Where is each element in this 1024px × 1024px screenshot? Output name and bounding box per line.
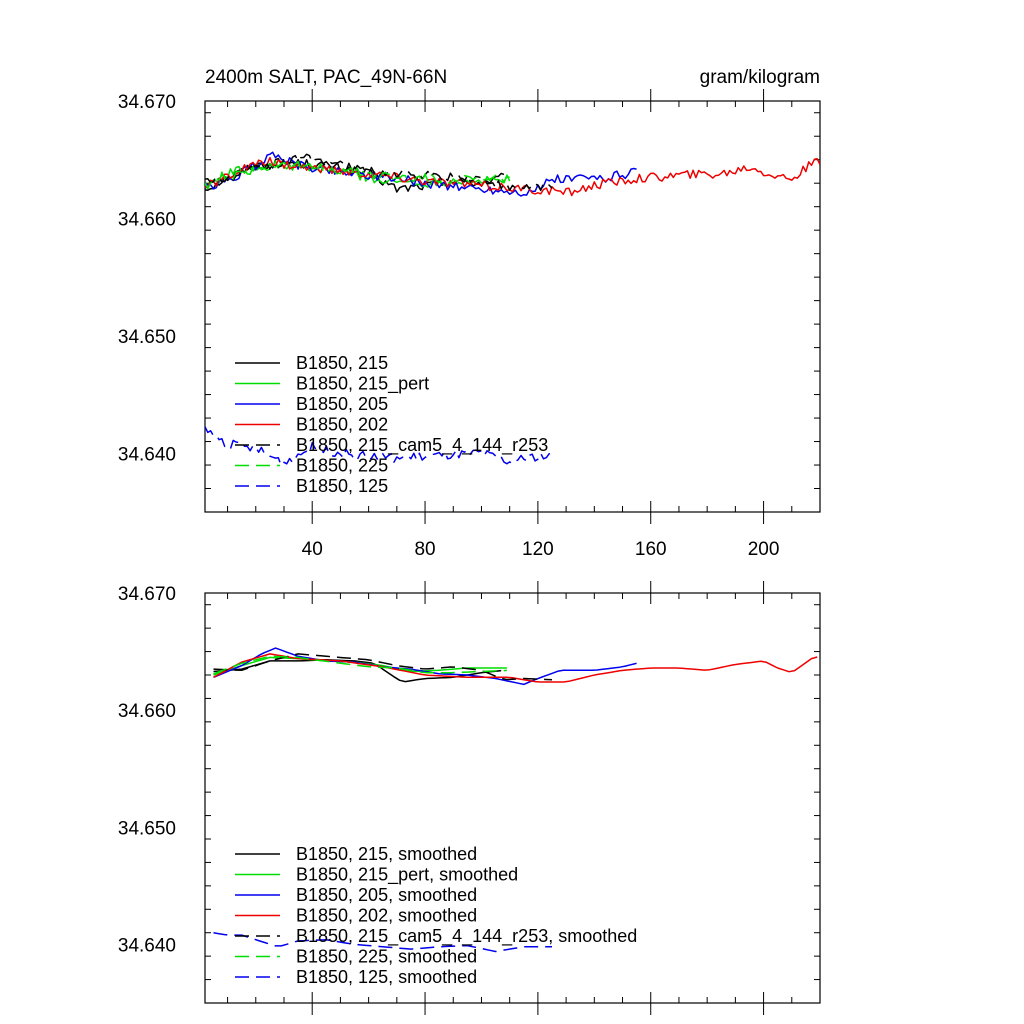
series-line bbox=[205, 151, 637, 197]
legend-label: B1850, 225, smoothed bbox=[296, 947, 477, 967]
legend-label: B1850, 125, smoothed bbox=[296, 967, 477, 987]
y-tick-label: 34.640 bbox=[118, 444, 176, 465]
x-tick-label: 160 bbox=[635, 539, 667, 560]
series-line bbox=[205, 426, 553, 467]
series-group bbox=[213, 647, 818, 953]
series-line bbox=[213, 931, 552, 953]
legend-label: B1850, 225 bbox=[296, 456, 388, 476]
series-group bbox=[205, 151, 820, 467]
y-tick-label: 34.660 bbox=[118, 209, 176, 230]
series-line bbox=[213, 655, 507, 675]
series-line bbox=[213, 653, 553, 681]
legend-label: B1850, 205, smoothed bbox=[296, 885, 477, 905]
series-line bbox=[205, 153, 553, 192]
legend-label: B1850, 215_cam5_4_144_r253 bbox=[296, 435, 548, 456]
y-tick-label: 34.650 bbox=[118, 818, 176, 839]
legend-label: B1850, 202, smoothed bbox=[296, 906, 477, 926]
legend-label: B1850, 215, smoothed bbox=[296, 844, 477, 864]
y-tick-label: 34.650 bbox=[118, 327, 176, 348]
plot-frame bbox=[204, 100, 821, 513]
plot-frame bbox=[204, 592, 821, 1004]
x-tick-label: 120 bbox=[522, 539, 554, 560]
y-tick-label: 34.670 bbox=[118, 92, 176, 113]
legend-label: B1850, 215 bbox=[296, 353, 388, 373]
y-tick-label: 34.670 bbox=[118, 584, 176, 605]
chart-title: 2400m SALT, PAC_49N-66N bbox=[205, 67, 447, 88]
legend-label: B1850, 215_cam5_4_144_r253, smoothed bbox=[296, 926, 637, 947]
legend-label: B1850, 215_pert, smoothed bbox=[296, 865, 518, 886]
series-line bbox=[213, 647, 637, 686]
y-tick-label: 34.660 bbox=[118, 701, 176, 722]
legend-label: B1850, 125 bbox=[296, 476, 388, 496]
x-tick-label: 200 bbox=[748, 539, 780, 560]
y-tick-label: 34.640 bbox=[118, 935, 176, 956]
series-line bbox=[205, 156, 820, 197]
x-tick-label: 80 bbox=[414, 539, 435, 560]
units-label: gram/kilogram bbox=[700, 67, 820, 88]
series-line bbox=[205, 160, 510, 190]
legend-label: B1850, 215_pert bbox=[296, 374, 429, 395]
x-tick-label: 40 bbox=[302, 539, 323, 560]
legend-label: B1850, 205 bbox=[296, 394, 388, 414]
top-panel: 40 80 120 160 200 34.640 34.650 34.660 34.670 240… bbox=[118, 67, 821, 560]
legend-label: B1850, 202 bbox=[296, 415, 388, 435]
bottom-panel: 34.640 34.650 34.660 34.670 B1850, 215, smoo… bbox=[118, 581, 821, 1015]
